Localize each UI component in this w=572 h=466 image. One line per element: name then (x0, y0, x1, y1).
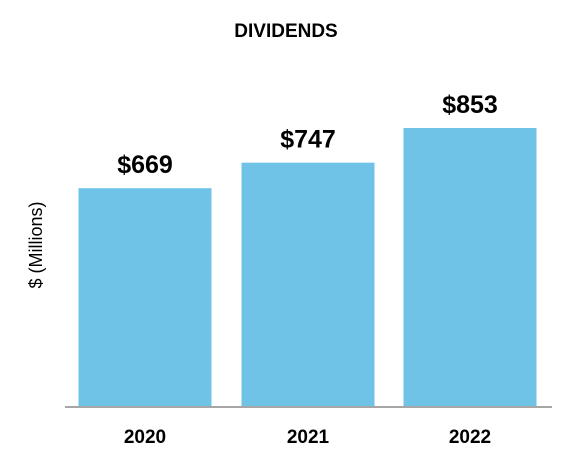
x-tick-labels-group: 2020 2021 2022 (124, 427, 491, 448)
bar-2020 (78, 188, 212, 407)
value-label-2021: $747 (280, 126, 336, 154)
chart-title: DIVIDENDS (234, 21, 337, 42)
value-label-2020: $669 (117, 151, 173, 179)
value-label-2022: $853 (442, 91, 498, 119)
x-tick-label-2020: 2020 (124, 427, 166, 448)
bar-2022 (403, 128, 537, 407)
value-labels-group: $669 $747 $853 (117, 91, 498, 179)
bars-group (78, 128, 537, 407)
x-tick-label-2021: 2021 (287, 427, 330, 448)
y-axis-label: $ (Millions) (26, 201, 46, 288)
bar-2021 (241, 162, 375, 407)
x-tick-label-2022: 2022 (449, 427, 491, 448)
